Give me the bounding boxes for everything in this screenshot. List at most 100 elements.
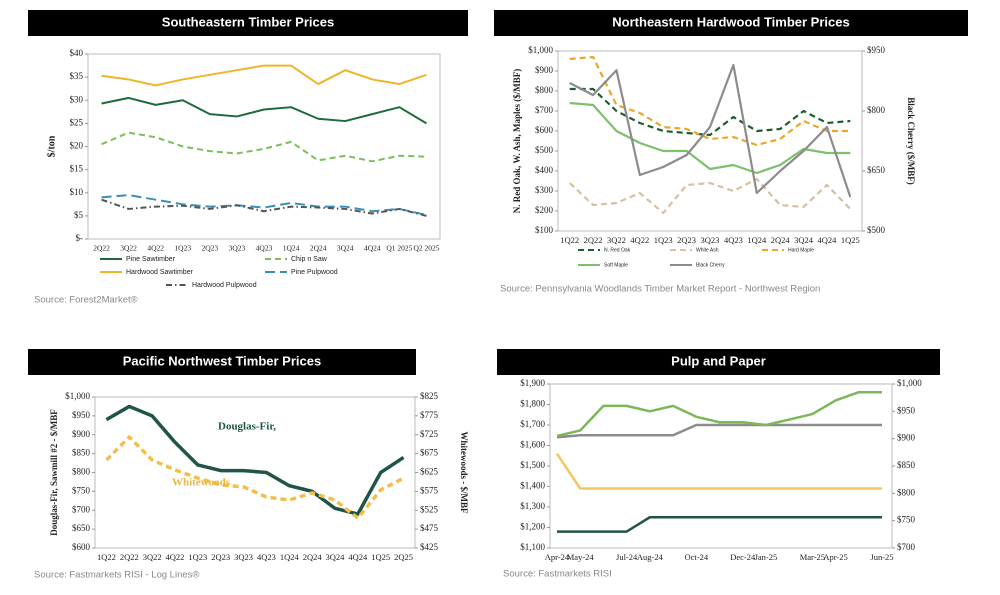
y-tick-label: $35	[70, 71, 84, 81]
x-tick-label: 2Q24	[771, 235, 791, 245]
x-tick-label: 2Q23	[211, 552, 230, 562]
panel-header	[494, 10, 968, 36]
y2-tick-label: $850	[897, 460, 916, 470]
source-note: Source: Forest2Market®	[34, 295, 138, 306]
x-tick-label: Q1 2025	[386, 244, 412, 253]
y2-tick-label: $475	[420, 523, 439, 533]
y-tick-label: $700	[72, 504, 91, 514]
legend-label: Chip n Saw	[291, 256, 328, 263]
y-tick-label: $30	[70, 94, 84, 104]
x-tick-label: Q2 2025	[413, 244, 439, 253]
x-tick-label: 2Q22	[93, 244, 110, 253]
y-tick-label: $400	[535, 165, 554, 175]
y-axis-title: Douglas-Fir, Sawmill #2 - $/MBF	[49, 409, 59, 536]
x-tick-label: 1Q25	[841, 235, 860, 245]
series-line	[101, 194, 427, 216]
y-tick-label: $900	[535, 65, 554, 75]
y2-tick-label: $700	[897, 542, 916, 552]
y2-axis-title: Whitewoods - $/MBF	[459, 432, 469, 515]
y2-tick-label: $950	[867, 45, 886, 55]
x-tick-label: 3Q23	[229, 244, 246, 253]
x-tick-label: 1Q24	[283, 244, 300, 253]
y-tick-label: $1,500	[520, 460, 545, 470]
series-line	[555, 453, 882, 490]
x-tick-label: 2Q24	[310, 244, 327, 253]
legend-label: Pine Pulpwood	[291, 269, 338, 276]
y-tick-label: $300	[535, 185, 554, 195]
y-tick-label: $600	[72, 542, 91, 552]
x-tick-label: 2Q24	[303, 552, 323, 562]
y-tick-label: $-	[76, 233, 84, 243]
x-tick-label: 4Q22	[147, 244, 164, 253]
y-tick-label: $100	[535, 225, 554, 235]
series-line	[569, 63, 852, 198]
y-tick-label: $750	[72, 485, 91, 495]
y-axis-title: $/ton	[46, 135, 57, 157]
y-tick-label: $1,700	[520, 419, 545, 429]
y-tick-label: $1,900	[520, 378, 545, 388]
x-tick-label: 4Q23	[257, 552, 276, 562]
y-tick-label: $800	[72, 467, 91, 477]
y-tick-label: $500	[535, 145, 554, 155]
series-line	[569, 101, 851, 175]
x-tick-label: 2Q22	[584, 235, 603, 245]
x-tick-label: 2Q23	[677, 235, 696, 245]
x-tick-label: 1Q23	[174, 244, 191, 253]
legend-label: White Ash	[696, 247, 719, 253]
series-line	[569, 55, 851, 147]
series-line	[105, 404, 405, 516]
y-tick-label: $40	[70, 48, 84, 58]
source-note: Source: Fastmarkets RISI	[503, 569, 612, 580]
x-tick-label: Jun-25	[870, 552, 893, 562]
y2-tick-label: $725	[420, 429, 439, 439]
y-tick-label: $1,200	[520, 522, 545, 532]
x-tick-label: 2Q22	[120, 552, 139, 562]
y2-tick-label: $425	[420, 542, 439, 552]
y-tick-label: $1,000	[528, 45, 553, 55]
y2-tick-label: $750	[897, 515, 916, 525]
y2-tick-label: $800	[897, 487, 916, 497]
legend-label: Pine Sawtimber	[126, 256, 176, 263]
x-tick-label: Jan-25	[755, 552, 778, 562]
x-tick-label: 4Q23	[724, 235, 743, 245]
series-line	[101, 131, 427, 163]
x-tick-label: 3Q24	[337, 244, 354, 253]
x-tick-label: Jul-24	[616, 552, 638, 562]
y2-tick-label: $625	[420, 467, 439, 477]
y-tick-label: $1,100	[520, 542, 545, 552]
y2-tick-label: $900	[897, 433, 916, 443]
y2-tick-label: $500	[867, 225, 886, 235]
y-tick-label: $25	[70, 117, 84, 127]
x-tick-label: 3Q24	[794, 235, 814, 245]
x-tick-label: 3Q24	[326, 552, 346, 562]
y-tick-label: $1,400	[520, 481, 545, 491]
y-tick-label: $5	[74, 210, 84, 220]
y-tick-label: $200	[535, 205, 554, 215]
y-tick-label: $600	[535, 125, 554, 135]
panel-title: Pacific Northwest Timber Prices	[123, 353, 321, 368]
y2-tick-label: $825	[420, 391, 439, 401]
y-tick-label: $20	[70, 141, 84, 151]
y-tick-label: $800	[535, 85, 554, 95]
y-tick-label: $1,600	[520, 440, 545, 450]
x-tick-label: 1Q24	[280, 552, 300, 562]
x-tick-label: 4Q22	[630, 235, 649, 245]
x-tick-label: Apr-24	[545, 552, 570, 562]
y-tick-label: $10	[70, 187, 84, 197]
y2-tick-label: $800	[867, 105, 886, 115]
x-tick-label: Aug-24	[637, 552, 664, 562]
y2-tick-label: $775	[420, 410, 439, 420]
series-line	[569, 87, 851, 137]
y2-tick-label: $675	[420, 448, 439, 458]
x-tick-label: 1Q22	[560, 235, 579, 245]
series-line	[101, 198, 427, 217]
x-tick-label: 3Q23	[701, 235, 720, 245]
legend-label: Soft Maple	[604, 262, 628, 268]
series-line	[105, 435, 405, 520]
y2-axis-title: Black Cherry ($/MBF)	[906, 97, 916, 184]
x-tick-label: May-24	[567, 552, 595, 562]
annotation: Whitewoods	[172, 477, 231, 489]
y-tick-label: $850	[72, 448, 91, 458]
legend-label: Hardwood Sawtimber	[126, 269, 194, 276]
